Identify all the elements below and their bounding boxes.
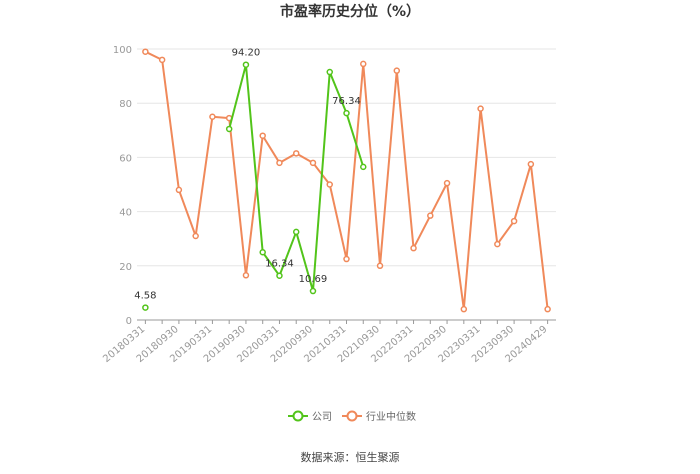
data-point — [360, 60, 367, 68]
data-point — [393, 67, 401, 74]
data-point — [209, 113, 216, 120]
data-point — [527, 160, 535, 168]
series-line-industry-median — [144, 50, 549, 311]
data-point — [343, 255, 350, 263]
data-point — [326, 181, 333, 188]
data-point — [494, 240, 501, 248]
data-point — [142, 48, 149, 55]
data-point — [158, 56, 166, 64]
y-tick-label: 40 — [119, 208, 132, 219]
data-point — [242, 61, 250, 68]
data-label: 4.58 — [134, 291, 156, 302]
y-tick-label: 20 — [119, 262, 132, 273]
data-point — [292, 228, 300, 236]
data-point — [309, 287, 317, 295]
data-label: 76.34 — [332, 96, 361, 107]
series-layer — [142, 48, 551, 313]
y-tick-label: 80 — [119, 99, 132, 110]
data-point — [309, 159, 317, 167]
data-point — [292, 150, 300, 157]
data-label: 16.34 — [265, 259, 294, 270]
source-note: 数据来源：恒生聚源 — [301, 450, 400, 464]
data-label: 94.20 — [232, 48, 261, 59]
legend[interactable]: 公司 行业中位数 — [288, 410, 416, 423]
data-point — [510, 217, 518, 225]
y-tick-label: 60 — [119, 153, 132, 164]
data-point — [142, 304, 149, 311]
data-label: 10.69 — [299, 274, 328, 285]
legend-marker — [346, 410, 358, 422]
legend-label: 公司 — [312, 412, 332, 423]
data-label-layer: 4.58 94.20 16.34 10.69 76.34 — [134, 48, 361, 302]
data-point — [259, 132, 266, 139]
data-point — [242, 272, 250, 279]
legend-item-company[interactable]: 公司 — [288, 410, 332, 424]
data-point — [225, 125, 233, 133]
legend-label: 行业中位数 — [366, 410, 416, 423]
data-point — [410, 244, 417, 252]
data-point — [276, 159, 283, 167]
grid-layer — [137, 48, 556, 267]
data-point — [544, 305, 551, 313]
data-point — [276, 272, 283, 279]
data-point — [175, 186, 183, 194]
y-tick-label: 100 — [113, 45, 132, 56]
data-point — [376, 262, 384, 270]
legend-marker — [292, 410, 304, 422]
data-point — [443, 179, 451, 187]
legend-item-industry-median[interactable]: 行业中位数 — [342, 410, 416, 423]
data-point — [343, 109, 350, 117]
data-point — [477, 105, 484, 112]
data-point — [259, 249, 266, 256]
data-point — [192, 232, 199, 240]
y-tick-label: 0 — [126, 316, 132, 327]
data-point — [360, 163, 367, 171]
chart-title: 市盈率历史分位（%） — [280, 3, 420, 20]
data-point — [460, 305, 468, 313]
data-point — [326, 68, 333, 76]
data-point — [427, 212, 434, 219]
